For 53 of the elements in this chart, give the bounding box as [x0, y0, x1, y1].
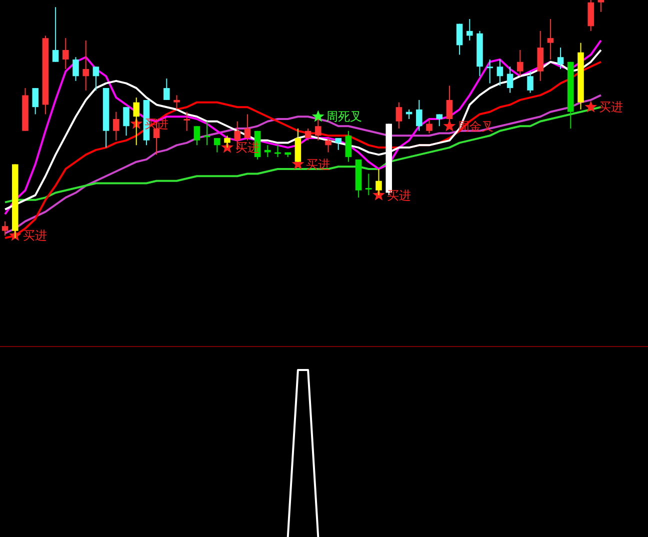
candlestick: [174, 94, 180, 110]
candlestick: [123, 106, 130, 136]
candlestick: [366, 173, 372, 196]
candlestick: [527, 70, 534, 94]
candlestick: [274, 144, 281, 158]
candlestick: [557, 47, 564, 70]
candlestick: [72, 56, 79, 82]
candlestick: [204, 120, 210, 146]
candlestick: [396, 102, 402, 130]
point: [312, 110, 324, 122]
point: [584, 100, 598, 112]
candlestick: [224, 135, 230, 148]
candlestick: [133, 97, 140, 146]
candlestick: [184, 111, 190, 132]
candlestick: [214, 138, 220, 153]
candlestick: [315, 118, 322, 141]
text: 买进: [23, 228, 48, 243]
candlestick: [194, 126, 200, 146]
candlestick: [537, 30, 544, 82]
candlestick: [264, 144, 271, 158]
candlestick: [496, 59, 504, 86]
text: 买进: [306, 157, 330, 172]
text: 买进: [598, 100, 623, 114]
candlestick: [294, 128, 302, 162]
text: 买进: [386, 188, 411, 202]
candlestick: [335, 138, 342, 150]
candlestick: [416, 99, 422, 132]
candlestick: [446, 85, 453, 122]
candlestick: [304, 128, 312, 141]
candlestick: [52, 6, 59, 62]
candlestick: [325, 138, 332, 153]
candlestick: [376, 168, 382, 196]
candlestick: [456, 23, 463, 56]
candlestick: [82, 40, 89, 91]
candlestick: [466, 18, 473, 41]
candlestick: [2, 220, 8, 236]
candlestick: [588, 0, 594, 32]
candlestick: [598, 0, 604, 12]
candlestick: [62, 38, 69, 70]
candlestick: [436, 114, 442, 127]
series-label: 周死叉: [326, 110, 362, 124]
candlestick: [486, 59, 493, 84]
point: [443, 120, 456, 132]
candlestick: [164, 78, 170, 100]
candlestick: [506, 66, 514, 94]
candlestick: [517, 49, 524, 77]
candlestick: [32, 88, 38, 115]
candlestick: [345, 130, 352, 162]
candlestick: [547, 18, 554, 60]
candlestick: [113, 111, 120, 141]
candlestick: [244, 114, 251, 141]
candlestick: [92, 66, 100, 91]
candlestick: [426, 118, 432, 134]
